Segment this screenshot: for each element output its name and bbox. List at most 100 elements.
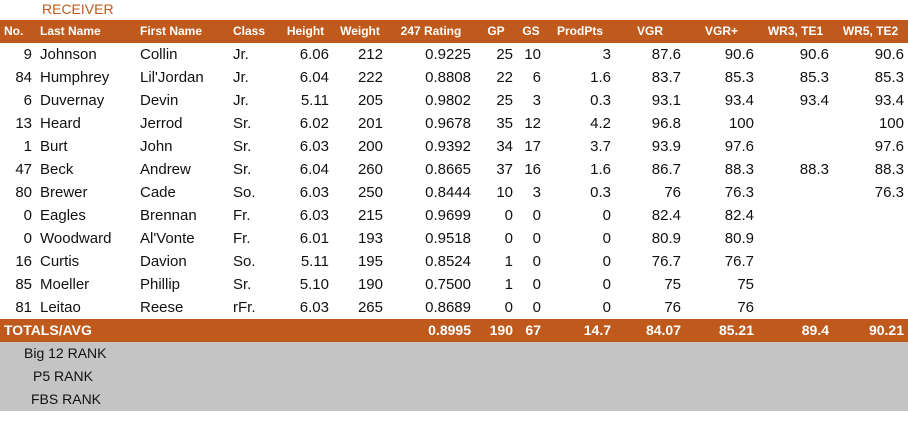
cell-weight: 190 (357, 276, 383, 293)
cell-vgr: 76 (664, 184, 681, 201)
totals-cell (333, 319, 387, 342)
cell-vgr: 80.9 (651, 230, 681, 247)
cell-prodpts: 4.2 (590, 115, 611, 132)
cell-class: Sr. (233, 276, 252, 293)
cell-gp: 22 (496, 69, 513, 86)
cell-247-rating: 0.7500 (425, 276, 471, 293)
cell-vgr-plus: 90.6 (724, 46, 754, 63)
cell-last-name: Johnson (40, 46, 97, 63)
cell-class: Sr. (233, 161, 252, 178)
cell-wr3-te1: 93.4 (799, 92, 829, 109)
cell-gs: 16 (524, 161, 541, 178)
cell-vgr: 82.4 (651, 207, 681, 224)
cell-first-name: Al'Vonte (140, 230, 195, 247)
cell-vgr-plus: 97.6 (724, 138, 754, 155)
cell-gp: 10 (496, 184, 513, 201)
cell-class: Jr. (233, 69, 249, 86)
cell-class: So. (233, 253, 256, 270)
cell-vgr-plus: 75 (737, 276, 754, 293)
cell-vgr: 96.8 (651, 115, 681, 132)
cell-gp: 0 (504, 230, 513, 247)
cell-number: 47 (15, 161, 32, 178)
cell-gp: 25 (496, 46, 513, 63)
cell-vgr-plus: 76 (737, 299, 754, 316)
cell-class: rFr. (233, 299, 256, 316)
cell-number: 16 (15, 253, 32, 270)
cell-last-name: Humphrey (40, 69, 110, 86)
header-row: No. Last Name First Name Class Height We… (0, 20, 908, 43)
header-vgr: VGR (636, 24, 663, 38)
cell-last-name: Curtis (40, 253, 80, 270)
cell-gs: 10 (524, 46, 541, 63)
cell-gp: 35 (496, 115, 513, 132)
totals-cell (278, 319, 333, 342)
cell-class: Jr. (233, 92, 249, 109)
cell-gp: 0 (504, 207, 513, 224)
cell-gp: 1 (504, 253, 513, 270)
cell-last-name: Burt (40, 138, 68, 155)
cell-vgr-plus: 85.3 (724, 69, 754, 86)
cell-prodpts: 0 (602, 299, 611, 316)
cell-gs: 12 (524, 115, 541, 132)
cell-247-rating: 0.9699 (425, 207, 471, 224)
header-wr5-te2: WR5, TE2 (842, 24, 899, 38)
cell-height: 5.11 (300, 253, 329, 270)
cell-first-name: Reese (140, 299, 184, 316)
cell-last-name: Eagles (40, 207, 86, 224)
totals-cell (136, 319, 233, 342)
cell-number: 1 (23, 138, 32, 155)
cell-last-name: Woodward (40, 230, 112, 247)
cell-wr3-te1 (758, 181, 833, 204)
cell-wr3-te1: 85.3 (799, 69, 829, 86)
totals-cell: 14.7 (583, 322, 611, 338)
cell-wr3-te1 (758, 204, 833, 227)
cell-height: 6.03 (299, 299, 329, 316)
cell-prodpts: 3 (602, 46, 611, 63)
cell-vgr: 76 (664, 299, 681, 316)
cell-vgr-plus: 82.4 (724, 207, 754, 224)
rank-values (233, 388, 908, 411)
cell-vgr: 93.1 (651, 92, 681, 109)
table-row: 1 Burt John Sr. 6.03 200 0.9392 34 17 3.7 93.9 97.6… (0, 135, 908, 158)
totals-cell: 89.4 (801, 322, 829, 338)
header-prodpts: ProdPts (556, 24, 603, 38)
cell-class: Sr. (233, 115, 252, 132)
cell-number: 84 (15, 69, 32, 86)
cell-gs: 3 (532, 184, 541, 201)
cell-vgr: 83.7 (651, 69, 681, 86)
cell-class: So. (233, 184, 256, 201)
totals-cell: 84.07 (645, 322, 681, 338)
cell-vgr: 87.6 (651, 46, 681, 63)
header-vgr-plus: VGR+ (704, 24, 738, 38)
table-row: 85 Moeller Phillip Sr. 5.10 190 0.7500 1 0 0 75 75 (0, 273, 908, 296)
cell-gp: 34 (496, 138, 513, 155)
header-wr3-te1: WR3, TE1 (767, 24, 824, 38)
table-row: 0 Woodward Al'Vonte Fr. 6.01 193 0.9518 0 0 0 80.9… (0, 227, 908, 250)
totals-row: TOTALS/AVG 0.8995 190 67 14.7 84.07 85.2… (0, 319, 908, 342)
cell-gs: 17 (524, 138, 541, 155)
cell-wr5-te2: 93.4 (874, 92, 904, 109)
cell-vgr-plus: 76.7 (724, 253, 754, 270)
cell-prodpts: 0.3 (590, 184, 611, 201)
cell-wr5-te2: 90.6 (874, 46, 904, 63)
cell-gs: 0 (532, 253, 541, 270)
cell-height: 6.01 (299, 230, 329, 247)
cell-247-rating: 0.9518 (425, 230, 471, 247)
rank-label: Big 12 RANK (24, 345, 107, 361)
table-row: 13 Heard Jerrod Sr. 6.02 201 0.9678 35 12 4.2 96.8… (0, 112, 908, 135)
table-row: 47 Beck Andrew Sr. 6.04 260 0.8665 37 16 1.6 86.7 8… (0, 158, 908, 181)
cell-first-name: John (140, 138, 173, 155)
cell-wr3-te1 (758, 135, 833, 158)
cell-vgr-plus: 80.9 (724, 230, 754, 247)
cell-wr5-te2: 76.3 (874, 184, 904, 201)
table-row: 16 Curtis Davion So. 5.11 195 0.8524 1 0 0 76.7 76.… (0, 250, 908, 273)
header-247-rating: 247 Rating (400, 24, 462, 38)
cell-vgr-plus: 93.4 (724, 92, 754, 109)
totals-cell: 85.21 (718, 322, 754, 338)
cell-prodpts: 0 (602, 230, 611, 247)
totals-cell: 67 (525, 322, 541, 338)
cell-first-name: Brennan (140, 207, 197, 224)
cell-gp: 0 (504, 299, 513, 316)
cell-height: 6.03 (299, 138, 329, 155)
header-number: No. (4, 24, 24, 38)
